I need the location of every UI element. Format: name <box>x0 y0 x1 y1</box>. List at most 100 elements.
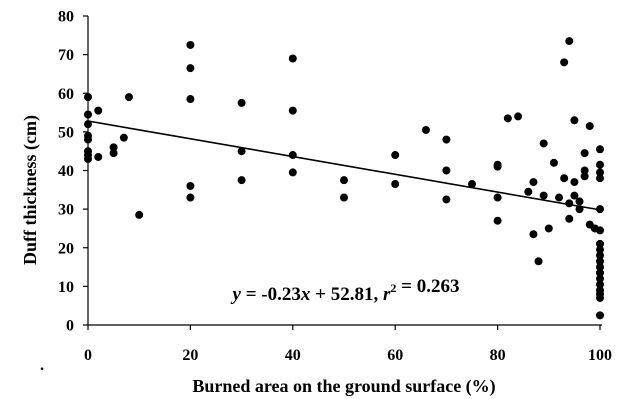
data-point <box>596 280 604 289</box>
data-point <box>549 158 558 167</box>
data-point <box>84 93 92 102</box>
x-axis-label: Burned area on the ground surface (%) <box>192 376 495 397</box>
equation-part: = 0.263 <box>396 276 459 297</box>
x-tick-label: 60 <box>387 347 403 364</box>
data-point <box>539 191 548 200</box>
data-point <box>503 114 512 123</box>
data-point <box>109 149 118 158</box>
data-point <box>596 263 604 272</box>
data-point <box>529 178 538 187</box>
equation-part: x <box>300 284 311 305</box>
y-tick-label: 10 <box>58 279 74 296</box>
data-point <box>186 40 195 49</box>
trendline <box>87 120 601 211</box>
data-point <box>575 197 584 206</box>
y-tick-label: 30 <box>58 202 74 219</box>
data-point <box>135 210 144 219</box>
data-point <box>442 135 451 144</box>
data-point <box>596 226 604 235</box>
data-points <box>84 37 604 320</box>
equation-part: + 52.81, <box>310 284 383 305</box>
data-point <box>565 199 574 208</box>
y-tick-label: 70 <box>58 47 74 64</box>
y-axis-ticks: 0 10 20 30 40 50 60 70 80 <box>58 9 88 335</box>
x-tick-label: 80 <box>490 347 506 364</box>
data-point <box>186 181 195 190</box>
data-point <box>391 151 400 160</box>
x-axis-ticks: 0 20 40 60 80 100 <box>84 325 612 364</box>
plot-area <box>87 16 602 326</box>
data-point <box>288 168 297 177</box>
data-point <box>84 120 92 129</box>
x-tick-label: 40 <box>285 347 301 364</box>
data-point <box>493 216 502 225</box>
data-point <box>84 154 92 163</box>
data-point <box>391 180 400 189</box>
data-point <box>514 112 523 121</box>
data-point <box>186 95 195 104</box>
data-point <box>186 193 195 202</box>
data-point <box>560 58 569 67</box>
data-point <box>570 178 579 187</box>
data-point <box>596 274 604 283</box>
data-point <box>124 93 133 102</box>
data-point <box>94 152 103 161</box>
equation-part: = -0.23 <box>241 284 301 305</box>
data-point <box>539 139 548 148</box>
x-tick-label: 0 <box>84 347 92 364</box>
data-point <box>596 168 604 177</box>
regression-equation: y = -0.23x + 52.81, r2 = 0.263 <box>231 276 460 305</box>
data-point <box>237 176 246 185</box>
data-point <box>570 191 579 200</box>
data-point <box>580 172 589 181</box>
data-point <box>288 106 297 115</box>
data-point <box>84 110 92 119</box>
data-point <box>237 147 246 156</box>
data-point <box>596 311 604 320</box>
data-point <box>596 239 604 248</box>
y-tick-label: 0 <box>66 318 74 335</box>
data-point <box>493 162 502 171</box>
data-point <box>596 257 604 266</box>
data-point <box>596 251 604 260</box>
data-point <box>340 176 348 185</box>
data-point <box>560 174 569 183</box>
data-point <box>565 214 574 223</box>
data-point <box>544 224 553 233</box>
y-tick-label: 60 <box>58 86 74 103</box>
data-point <box>596 145 604 154</box>
x-tick-label: 100 <box>588 347 612 364</box>
data-point <box>442 195 451 204</box>
data-point <box>84 135 92 144</box>
data-point <box>575 205 584 214</box>
equation-part: y <box>231 284 242 305</box>
data-point <box>442 166 451 175</box>
data-point <box>109 143 118 152</box>
data-point <box>596 205 604 214</box>
data-point <box>580 149 589 158</box>
data-point <box>421 125 430 134</box>
data-point <box>340 193 348 202</box>
data-point <box>529 230 538 239</box>
equation-superscript: 2 <box>390 281 396 295</box>
data-point <box>493 193 502 202</box>
data-point <box>596 268 604 277</box>
data-point <box>565 37 574 46</box>
data-point <box>555 193 564 202</box>
data-point <box>585 122 594 131</box>
x-tick-label: 20 <box>182 347 198 364</box>
data-point <box>288 151 297 160</box>
data-point <box>534 257 543 266</box>
data-point <box>596 174 604 183</box>
equation-part: r <box>383 284 391 305</box>
stray-mark: . <box>40 357 44 374</box>
data-point <box>119 133 128 142</box>
data-point <box>94 106 103 115</box>
y-tick-label: 50 <box>58 124 74 141</box>
data-point <box>596 160 604 169</box>
data-point <box>186 64 195 73</box>
data-point <box>570 116 579 125</box>
data-point <box>596 245 604 254</box>
y-tick-label: 80 <box>58 9 74 26</box>
